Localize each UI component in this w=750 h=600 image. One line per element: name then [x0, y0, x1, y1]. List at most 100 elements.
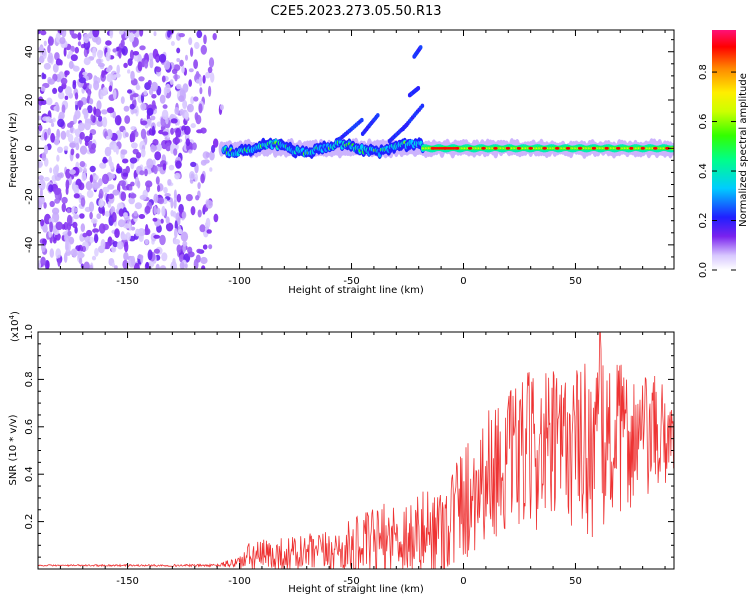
- noise-blob: [177, 216, 181, 226]
- noise-blob: [118, 208, 124, 217]
- noise-blob: [79, 131, 85, 140]
- noise-blob: [57, 146, 63, 153]
- noise-blob: [139, 45, 146, 51]
- noise-blob: [41, 152, 47, 162]
- noise-blob: [122, 158, 129, 164]
- noise-blob: [152, 139, 159, 146]
- tone-peak: [467, 146, 473, 150]
- noise-blob: [183, 125, 191, 135]
- noise-blob: [179, 261, 185, 269]
- noise-blob: [65, 237, 69, 249]
- noise-blob: [44, 131, 48, 141]
- noise-blob: [112, 189, 120, 196]
- noise-blob: [161, 131, 169, 136]
- noise-blob: [38, 159, 43, 169]
- colorbar-tick-label: 0.0: [698, 262, 709, 278]
- noise-blob: [67, 133, 74, 143]
- noise-blob: [135, 228, 140, 237]
- noise-blob: [63, 47, 67, 57]
- noise-blob: [188, 37, 193, 46]
- noise-blob: [66, 214, 73, 226]
- tone-peak: [653, 146, 658, 150]
- colorbar: 0.0 0.2 0.4 0.6 0.8 Normalized spectral ampl…: [698, 30, 749, 278]
- noise-blob: [104, 210, 110, 217]
- spectrogram-xtick-label: -50: [343, 276, 359, 287]
- noise-blob: [155, 66, 162, 73]
- noise-blob: [129, 186, 133, 191]
- noise-blob: [173, 148, 178, 156]
- noise-blob: [96, 213, 101, 220]
- noise-blob: [205, 199, 213, 209]
- noise-blob: [111, 262, 115, 268]
- noise-blob: [70, 148, 75, 156]
- noise-blob: [161, 205, 166, 217]
- noise-blob: [79, 257, 83, 265]
- noise-blob: [91, 218, 98, 224]
- spectrogram-panel: -150 -100 -50 0 50 -40 -20 0 20 40 Height of stra…: [8, 29, 675, 296]
- noise-blob: [40, 99, 47, 105]
- noise-blob: [124, 241, 129, 253]
- noise-blob: [55, 187, 62, 194]
- noise-blob: [65, 86, 72, 96]
- noise-blob: [128, 32, 135, 43]
- noise-blob: [123, 62, 128, 69]
- noise-blob: [89, 264, 93, 269]
- noise-blob: [109, 173, 116, 179]
- noise-blob: [102, 173, 109, 185]
- colorbar-ticks: 0.0 0.2 0.4 0.6 0.8: [698, 64, 736, 278]
- harmonic-blob: [418, 45, 423, 50]
- noise-blob: [145, 261, 150, 269]
- noise-blob: [185, 194, 193, 202]
- noise-blob: [75, 142, 80, 151]
- noise-blob: [170, 41, 175, 46]
- spectrogram-xtick-label: 0: [460, 276, 466, 287]
- noise-blob: [206, 229, 212, 234]
- noise-blob: [84, 120, 91, 131]
- noise-blob: [170, 261, 177, 269]
- noise-blob: [147, 249, 153, 261]
- noise-blob: [52, 117, 56, 123]
- noise-blob: [127, 69, 131, 74]
- noise-blob: [202, 244, 208, 250]
- noise-blob: [187, 251, 195, 258]
- noise-blob: [151, 125, 155, 136]
- noise-blob: [129, 157, 138, 164]
- noise-blob: [115, 73, 121, 78]
- noise-blob: [106, 67, 112, 73]
- tone-peak: [555, 146, 560, 150]
- noise-blob: [102, 186, 110, 193]
- noise-blob: [63, 145, 69, 151]
- noise-blob: [120, 191, 127, 202]
- noise-blob: [175, 160, 182, 169]
- noise-blob: [130, 255, 136, 267]
- noise-blob: [77, 32, 82, 41]
- noise-blob: [38, 30, 41, 35]
- spectrogram-ylabel: Frequency (Hz): [8, 112, 19, 188]
- noise-blob: [181, 211, 187, 219]
- noise-blob: [48, 52, 53, 60]
- noise-blob: [197, 209, 202, 218]
- noise-blob: [144, 205, 151, 214]
- noise-blob: [188, 149, 193, 154]
- noise-blob: [106, 73, 114, 83]
- noise-blob: [156, 143, 163, 152]
- noise-blob: [163, 186, 168, 194]
- noise-blob: [106, 135, 110, 140]
- noise-blob: [82, 232, 88, 238]
- noise-blob: [176, 244, 182, 254]
- noise-blob: [98, 223, 106, 234]
- noise-blob: [49, 221, 53, 233]
- spectrogram-noise: [38, 30, 224, 269]
- noise-blob: [79, 145, 88, 155]
- noise-blob: [56, 129, 61, 139]
- noise-blob: [89, 211, 93, 220]
- noise-blob: [97, 49, 103, 59]
- noise-blob: [176, 58, 181, 62]
- noise-blob: [112, 74, 117, 80]
- noise-blob: [208, 244, 213, 250]
- noise-blob: [157, 197, 165, 205]
- noise-blob: [185, 54, 188, 61]
- noise-blob: [80, 197, 86, 207]
- noise-blob: [165, 222, 174, 232]
- noise-blob: [130, 226, 136, 231]
